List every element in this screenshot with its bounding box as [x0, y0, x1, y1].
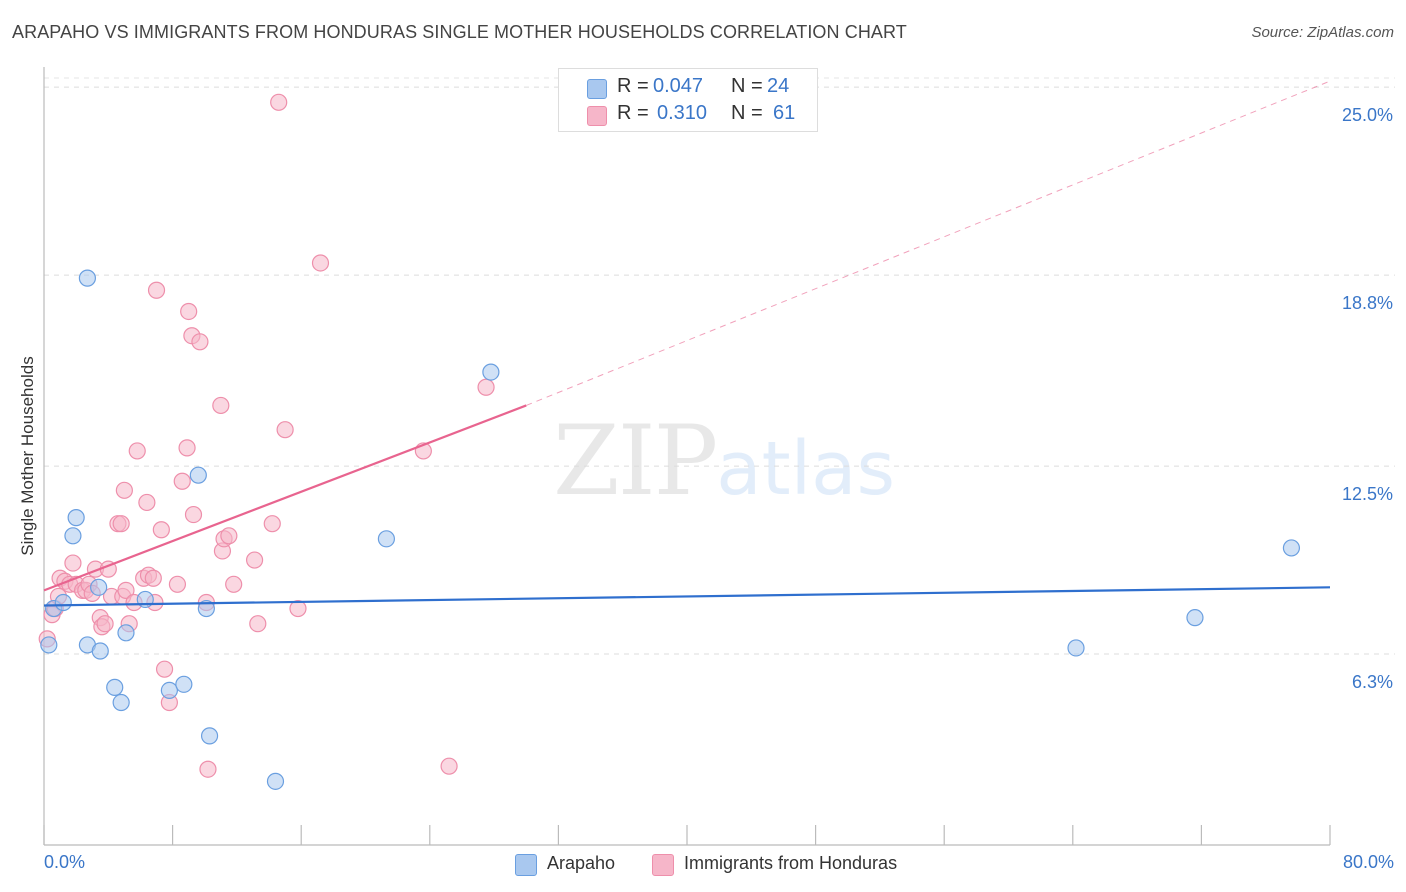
n-label: N =	[731, 102, 763, 124]
source-credit: Source: ZipAtlas.com	[1251, 24, 1394, 41]
point-honduras	[263, 515, 281, 533]
legend-label-honduras: Immigrants from Honduras	[684, 853, 898, 873]
point-honduras	[64, 554, 82, 572]
point-arapaho	[90, 578, 108, 596]
r-value: 0.310	[657, 102, 708, 124]
point-arapaho	[160, 681, 178, 700]
n-label: N =	[731, 75, 763, 97]
point-arapaho	[482, 363, 500, 381]
point-arapaho	[67, 509, 85, 527]
point-honduras	[180, 302, 198, 321]
stats-row-honduras: R = 0.310 N = 61	[559, 102, 817, 128]
y-tick-label: 6.3%	[1352, 672, 1393, 692]
r-value: 0.047	[653, 75, 704, 97]
point-arapaho	[1282, 539, 1301, 557]
point-arapaho	[266, 772, 285, 790]
point-arapaho	[64, 527, 82, 545]
point-honduras	[144, 569, 162, 587]
point-honduras	[147, 281, 166, 299]
chart-title: ARAPAHO VS IMMIGRANTS FROM HONDURAS SING…	[12, 22, 907, 42]
trend-extension-honduras	[526, 80, 1331, 406]
point-arapaho	[1186, 609, 1204, 627]
legend-swatch-arapaho	[515, 854, 537, 876]
point-arapaho	[117, 624, 135, 642]
point-honduras	[115, 481, 133, 499]
point-honduras	[249, 615, 267, 633]
point-honduras	[225, 575, 243, 593]
point-honduras	[289, 599, 307, 618]
trend-line-arapaho	[43, 586, 1331, 607]
legend-swatch-honduras	[652, 854, 674, 876]
point-honduras	[168, 575, 187, 593]
point-honduras	[212, 396, 230, 415]
point-honduras	[112, 515, 130, 533]
swatch-arapaho	[587, 79, 607, 99]
watermark: ZIPatlas	[553, 405, 895, 517]
point-arapaho	[197, 599, 215, 618]
r-label: R =	[617, 102, 649, 124]
point-honduras	[96, 615, 114, 633]
y-tick-label: 12.5%	[1342, 484, 1393, 504]
point-honduras	[245, 551, 264, 569]
point-arapaho	[1067, 639, 1085, 657]
point-arapaho	[377, 530, 395, 548]
legend-label-arapaho: Arapaho	[547, 853, 616, 873]
point-honduras	[138, 493, 156, 512]
y-tick-label: 18.8%	[1342, 293, 1393, 313]
point-honduras	[311, 254, 330, 272]
x-tick-label-max: 80.0%	[1342, 852, 1394, 872]
point-arapaho	[54, 593, 72, 612]
y-tick-label: 25.0%	[1342, 105, 1393, 125]
point-honduras	[191, 333, 209, 351]
point-honduras	[173, 472, 191, 490]
point-arapaho	[175, 675, 193, 693]
point-arapaho	[189, 466, 207, 484]
point-honduras	[178, 439, 196, 457]
x-tick-label-min: 0.0%	[44, 852, 86, 872]
point-arapaho	[112, 693, 130, 712]
point-arapaho	[106, 678, 124, 696]
point-honduras	[199, 760, 217, 778]
watermark-atlas: atlas	[716, 426, 896, 512]
point-arapaho	[91, 642, 109, 660]
point-honduras	[117, 581, 135, 599]
swatch-honduras	[587, 106, 607, 126]
point-honduras	[270, 93, 288, 111]
stats-row-arapaho: R = 0.047 N = 24	[559, 75, 817, 101]
point-arapaho	[78, 269, 97, 287]
point-honduras	[220, 527, 238, 545]
trend-line-honduras	[43, 404, 527, 592]
point-honduras	[155, 660, 174, 678]
r-label: R =	[617, 75, 649, 97]
watermark-zip: ZIP	[553, 405, 718, 517]
legend: Arapaho Immigrants from Honduras	[0, 852, 1406, 878]
n-value: 24	[767, 75, 790, 97]
point-honduras	[276, 421, 294, 439]
n-value: 61	[773, 102, 796, 124]
point-arapaho	[40, 636, 58, 654]
correlation-stats: R = 0.047 N = 24 R = 0.310 N = 61	[558, 68, 818, 132]
point-honduras	[440, 757, 458, 775]
point-arapaho	[200, 727, 219, 745]
point-honduras	[184, 505, 203, 524]
point-honduras	[477, 378, 495, 396]
point-honduras	[152, 521, 170, 539]
y-axis-title: Single Mother Households	[18, 356, 37, 556]
point-honduras	[128, 442, 146, 460]
